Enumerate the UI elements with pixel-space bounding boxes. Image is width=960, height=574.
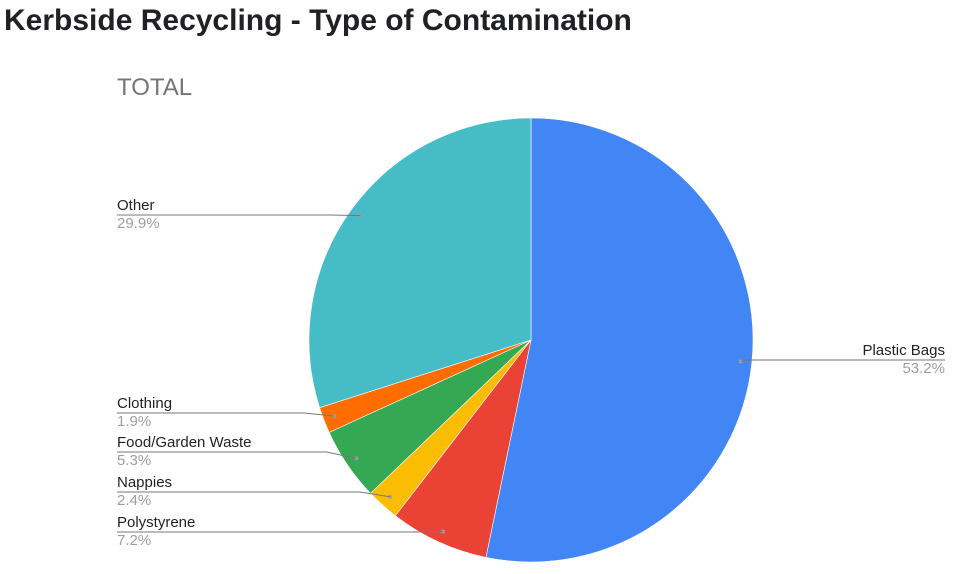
leader-line-food-garden-waste bbox=[117, 451, 357, 459]
leader-line-clothing bbox=[117, 412, 335, 417]
pie-slice-polystyrene bbox=[394, 339, 532, 558]
slice-value-food-garden-waste: 5.3% bbox=[117, 452, 151, 469]
leader-lines bbox=[117, 213, 945, 534]
slice-label-food-garden-waste: Food/Garden Waste bbox=[117, 434, 252, 451]
pie-slices bbox=[308, 117, 754, 563]
slice-label-clothing: Clothing bbox=[117, 395, 172, 412]
slice-value-plastic-bags: 53.2% bbox=[902, 360, 945, 377]
leader-line-plastic-bags bbox=[740, 359, 945, 363]
slice-label-plastic-bags: Plastic Bags bbox=[862, 342, 945, 359]
slice-value-nappies: 2.4% bbox=[117, 492, 151, 509]
chart-title: TOTAL bbox=[117, 74, 192, 101]
slice-value-clothing: 1.9% bbox=[117, 413, 151, 430]
slice-value-other: 29.9% bbox=[117, 215, 160, 232]
leader-line-nappies bbox=[117, 491, 391, 498]
slice-value-polystyrene: 7.2% bbox=[117, 532, 151, 549]
slice-label-nappies: Nappies bbox=[117, 474, 172, 491]
page-title: Kerbside Recycling - Type of Contaminati… bbox=[4, 4, 632, 37]
leader-line-other bbox=[117, 214, 361, 217]
slice-labels: Plastic Bags53.2%Polystyrene7.2%Nappies2… bbox=[117, 197, 945, 549]
slice-label-polystyrene: Polystyrene bbox=[117, 514, 195, 531]
pie-slice-other bbox=[308, 117, 532, 409]
slice-label-other: Other bbox=[117, 197, 155, 214]
pie-slice-plastic-bags bbox=[485, 117, 754, 563]
